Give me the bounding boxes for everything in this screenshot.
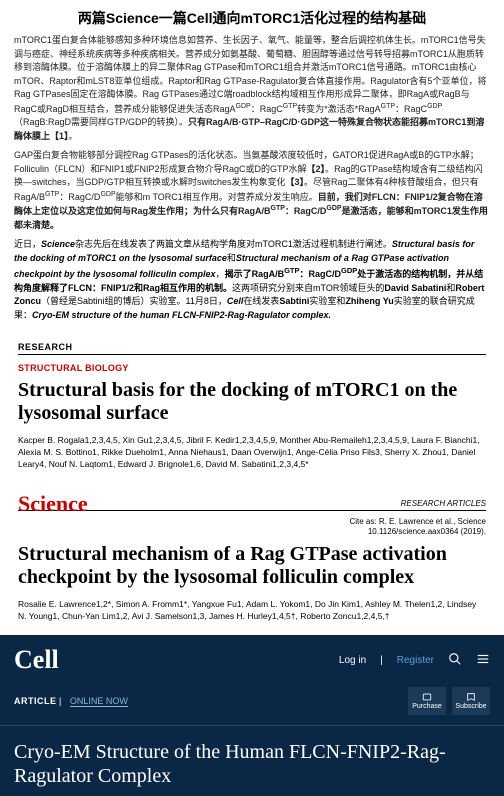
paper2-authors: Rosalie E. Lawrence1,2*, Simon A. Fromm1… xyxy=(0,599,504,635)
paper1-section: RESEARCH STRUCTURAL BIOLOGY Structural b… xyxy=(0,330,504,487)
online-now-label: ONLINE NOW xyxy=(70,696,128,707)
intro-p2: GAP蛋白复合物能够部分调控Rag GTPases的活化状态。当氨基酸浓度较低时… xyxy=(14,149,490,232)
paper2-section: Science RESEARCH ARTICLES Cite as: R. E.… xyxy=(0,487,504,636)
search-icon[interactable] xyxy=(448,652,462,669)
divider xyxy=(18,354,486,355)
divider: | xyxy=(380,655,383,666)
cell-header: Cell Log in | Register xyxy=(0,635,504,683)
cell-section: Cell Log in | Register ARTICLE | ONLINE … xyxy=(0,635,504,796)
divider: | xyxy=(59,696,61,706)
page-title: 两篇Science一篇Cell通向mTORC1活化过程的结构基础 xyxy=(0,0,504,34)
intro-text: mTORC1蛋白复合体能够感知多种环境信息如营养、生长因子、氧气、能量等，整合后… xyxy=(0,34,504,232)
research-label: RESEARCH xyxy=(18,342,486,352)
cell-paper-title: Cryo-EM Structure of the Human FLCN-FNIP… xyxy=(0,726,504,796)
login-link[interactable]: Log in xyxy=(339,655,366,666)
menu-icon[interactable] xyxy=(476,652,490,669)
paper2-title: Structural mechanism of a Rag GTPase act… xyxy=(0,543,504,599)
paper1-authors: Kacper B. Rogala1,2,3,4,5, Xin Gu1,2,3,4… xyxy=(18,435,486,471)
article-label: ARTICLE xyxy=(14,696,57,706)
article-status: ARTICLE | ONLINE NOW xyxy=(14,696,128,706)
cell-logo: Cell xyxy=(14,645,59,675)
citation-info: Cite as: R. E. Lawrence et al., Science … xyxy=(0,517,504,544)
subscribe-button[interactable]: Subscribe xyxy=(452,687,490,715)
register-link[interactable]: Register xyxy=(397,655,434,666)
category-label: STRUCTURAL BIOLOGY xyxy=(18,363,486,373)
cell-header-right: Log in | Register xyxy=(339,652,490,669)
intro-p1: mTORC1蛋白复合体能够感知多种环境信息如营养、生长因子、氧气、能量等，整合后… xyxy=(14,34,490,143)
paper1-title: Structural basis for the docking of mTOR… xyxy=(18,379,486,425)
cell-action-buttons: Purchase Subscribe xyxy=(408,687,490,715)
divider xyxy=(18,510,486,511)
citation-paragraph: 近日，Science杂志先后在线发表了两篇文章从结构学角度对mTORC1激活过程… xyxy=(0,238,504,330)
purchase-button[interactable]: Purchase xyxy=(408,687,446,715)
cell-subheader: ARTICLE | ONLINE NOW Purchase Subscribe xyxy=(0,683,504,726)
